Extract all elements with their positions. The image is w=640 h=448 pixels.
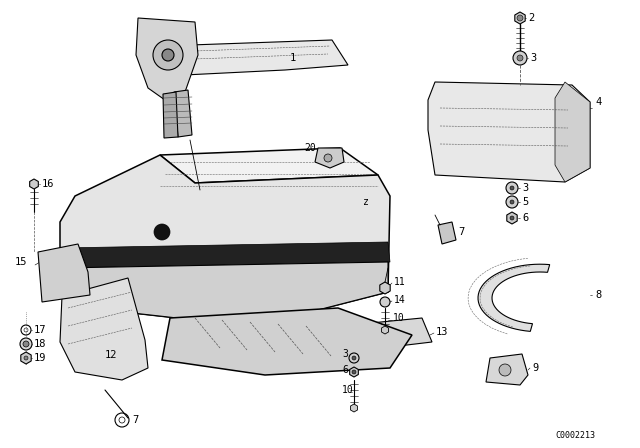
Text: 1: 1 <box>290 53 296 63</box>
Circle shape <box>24 356 28 360</box>
Circle shape <box>510 200 514 204</box>
Circle shape <box>20 338 32 350</box>
Text: 11: 11 <box>394 277 406 287</box>
Circle shape <box>510 216 514 220</box>
Text: 2: 2 <box>528 13 534 23</box>
Polygon shape <box>60 278 148 380</box>
Text: 3: 3 <box>522 183 528 193</box>
Circle shape <box>23 341 29 347</box>
Circle shape <box>352 356 356 360</box>
Text: 10: 10 <box>393 313 404 323</box>
Circle shape <box>506 182 518 194</box>
Polygon shape <box>60 262 388 320</box>
Polygon shape <box>136 18 198 100</box>
Circle shape <box>510 186 514 190</box>
Text: 16: 16 <box>42 179 54 189</box>
Polygon shape <box>340 318 432 352</box>
Text: 3: 3 <box>342 349 348 359</box>
Text: 6: 6 <box>342 365 348 375</box>
Polygon shape <box>478 264 550 332</box>
Circle shape <box>162 49 174 61</box>
Text: 8: 8 <box>595 290 601 300</box>
Text: 3: 3 <box>530 53 536 63</box>
Text: 9: 9 <box>532 363 538 373</box>
Text: 4: 4 <box>595 97 601 107</box>
Text: 6: 6 <box>522 213 528 223</box>
Text: 20: 20 <box>304 143 316 153</box>
Circle shape <box>352 370 356 374</box>
Polygon shape <box>60 155 390 320</box>
Circle shape <box>517 55 523 61</box>
Text: 13: 13 <box>436 327 449 337</box>
Text: C0002213: C0002213 <box>555 431 595 439</box>
Polygon shape <box>174 90 192 137</box>
Circle shape <box>154 224 170 240</box>
Circle shape <box>517 15 523 21</box>
Text: 12: 12 <box>105 350 118 360</box>
Circle shape <box>349 353 359 363</box>
Polygon shape <box>428 82 590 182</box>
Text: 15: 15 <box>15 257 28 267</box>
Polygon shape <box>315 148 344 168</box>
Circle shape <box>499 364 511 376</box>
Polygon shape <box>486 354 528 385</box>
Polygon shape <box>438 222 456 244</box>
Text: 14: 14 <box>394 295 406 305</box>
Text: 19: 19 <box>34 353 47 363</box>
Text: z: z <box>363 197 369 207</box>
Circle shape <box>324 154 332 162</box>
Polygon shape <box>162 40 348 76</box>
Text: 5: 5 <box>522 197 528 207</box>
Polygon shape <box>160 148 378 183</box>
Ellipse shape <box>227 216 282 240</box>
Text: 7: 7 <box>458 227 464 237</box>
Text: 17: 17 <box>34 325 47 335</box>
Polygon shape <box>162 308 412 375</box>
Text: 10: 10 <box>342 385 354 395</box>
Circle shape <box>506 196 518 208</box>
Text: 18: 18 <box>34 339 47 349</box>
Ellipse shape <box>117 211 207 253</box>
Polygon shape <box>38 244 90 302</box>
Circle shape <box>153 40 183 70</box>
Circle shape <box>380 297 390 307</box>
Polygon shape <box>163 92 178 138</box>
Polygon shape <box>60 242 390 268</box>
Circle shape <box>513 51 527 65</box>
Polygon shape <box>555 82 590 182</box>
Text: 7: 7 <box>132 415 138 425</box>
